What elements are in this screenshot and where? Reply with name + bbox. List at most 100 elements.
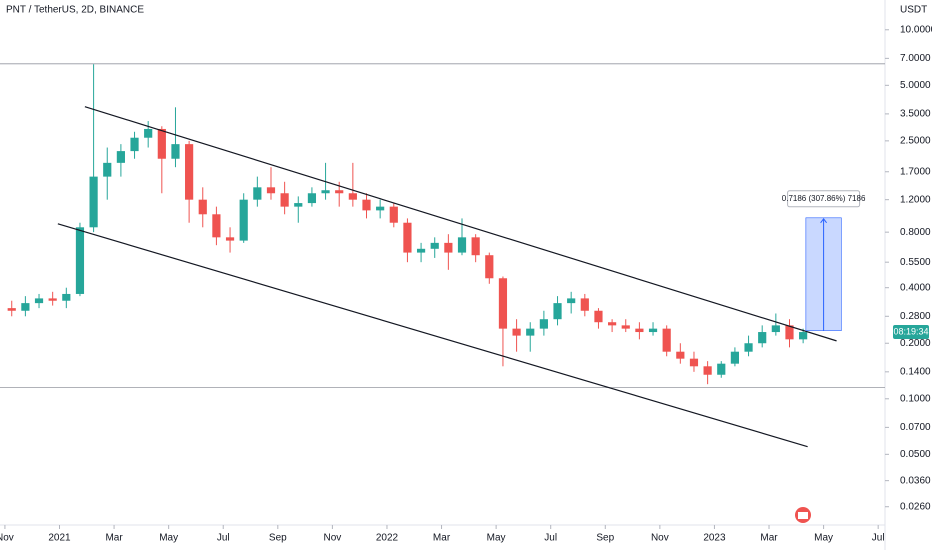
y-tick-label: 0.0260	[900, 501, 931, 512]
candle-body	[335, 190, 344, 194]
y-tick-label: 0.2800	[900, 311, 931, 322]
candle-body	[144, 128, 153, 138]
y-tick-label: 0.8000	[900, 227, 931, 238]
candle-body	[758, 332, 767, 344]
trend-line	[84, 106, 837, 342]
candle-body	[799, 332, 808, 340]
countdown-box	[893, 325, 929, 340]
x-tick-label: May	[487, 533, 506, 544]
x-tick-label: Jul	[872, 533, 885, 544]
candle-body	[280, 193, 289, 207]
candle-body	[266, 187, 276, 194]
candle-body	[430, 242, 439, 249]
x-tick-label: Mar	[105, 533, 123, 544]
candle-body	[116, 151, 125, 163]
x-tick-label: Mar	[433, 533, 451, 544]
measure-label: 0.7186 (307.86%) 7186	[782, 194, 866, 203]
candle-body	[321, 190, 330, 194]
y-tick-label: 0.0500	[900, 449, 931, 460]
candle-body	[648, 328, 658, 333]
x-tick-label: 2023	[703, 533, 726, 544]
x-tick-label: Nov	[651, 533, 669, 544]
y-tick-label: 0.1400	[900, 366, 931, 377]
y-tick-label: 0.4000	[900, 282, 931, 293]
candle-body	[567, 298, 576, 304]
candle-body	[539, 319, 548, 329]
candle-body	[471, 237, 480, 256]
candle-body	[21, 303, 30, 311]
candle-body	[457, 237, 467, 253]
y-tick-label: 7.0000	[900, 53, 931, 64]
x-tick-label: May	[159, 533, 178, 544]
candle-body	[376, 206, 385, 211]
candle-body	[689, 358, 699, 367]
x-tick-label: Sep	[269, 533, 287, 544]
measure-arrowhead	[820, 217, 827, 224]
y-tick-label: 0.0360	[900, 475, 931, 486]
candle-body	[785, 325, 794, 340]
y-tick-label: 1.7000	[900, 166, 931, 177]
y-tick-label: 0.0700	[900, 422, 931, 433]
candle-body	[662, 328, 671, 352]
y-tick-label: 0.5500	[900, 257, 931, 268]
calendar-icon[interactable]	[795, 507, 811, 523]
icon[interactable]	[798, 512, 808, 519]
candle-body	[185, 144, 194, 200]
candle-body	[485, 255, 494, 279]
candle-body	[89, 176, 98, 228]
countdown-label: 08:19:34	[893, 326, 928, 336]
x-tick-label: 2022	[376, 533, 399, 544]
candle-body	[239, 199, 248, 241]
candle-body	[62, 293, 71, 301]
x-tick-label: Nov	[0, 533, 14, 544]
x-tick-label: Jul	[217, 533, 230, 544]
candle-body	[526, 328, 535, 336]
candle-body	[444, 242, 453, 253]
candle-body	[171, 144, 180, 159]
chart-title: PNT / TetherUS, 2D, BINANCE	[6, 5, 144, 16]
candle-body	[130, 137, 139, 152]
y-tick-label: 0.2000	[900, 338, 931, 349]
y-tick-label: 10.0000	[900, 24, 932, 35]
candle-body	[362, 199, 371, 211]
x-tick-label: Nov	[323, 533, 341, 544]
y-tick-label: 1.2000	[900, 194, 931, 205]
candle-body	[717, 363, 726, 375]
x-tick-label: 2021	[48, 533, 71, 544]
candle-body	[307, 193, 317, 204]
candle-body	[103, 162, 112, 177]
candle-body	[730, 351, 740, 364]
candle-body	[580, 298, 589, 311]
candle-body	[294, 203, 303, 207]
candle-body	[771, 325, 780, 333]
x-tick-label: May	[814, 533, 833, 544]
candle-body	[157, 128, 166, 159]
candle-body	[348, 193, 357, 200]
measure-label-box	[787, 190, 861, 208]
candle-body	[34, 298, 44, 304]
y-axis-label: USDT	[900, 5, 927, 16]
x-tick-label: Jul	[544, 533, 557, 544]
candle-body	[403, 222, 412, 253]
candle-body	[635, 328, 644, 333]
x-tick-label: Sep	[596, 533, 614, 544]
y-tick-label: 0.1000	[900, 393, 931, 404]
candle-body	[198, 199, 207, 215]
candle-body	[212, 214, 221, 238]
candle-body	[225, 237, 235, 241]
y-tick-label: 5.0000	[900, 80, 931, 91]
y-tick-label: 2.5000	[900, 135, 931, 146]
x-tick-label: Mar	[760, 533, 778, 544]
candle-body	[608, 322, 617, 326]
candle-body	[498, 278, 508, 329]
candle-body	[594, 310, 603, 323]
candle-body	[389, 206, 398, 223]
candle-body	[48, 298, 57, 301]
candle-body	[416, 248, 426, 253]
candle-body	[621, 325, 630, 329]
candle-body	[676, 351, 685, 359]
candle-body	[75, 227, 85, 294]
candle-body	[253, 187, 262, 200]
